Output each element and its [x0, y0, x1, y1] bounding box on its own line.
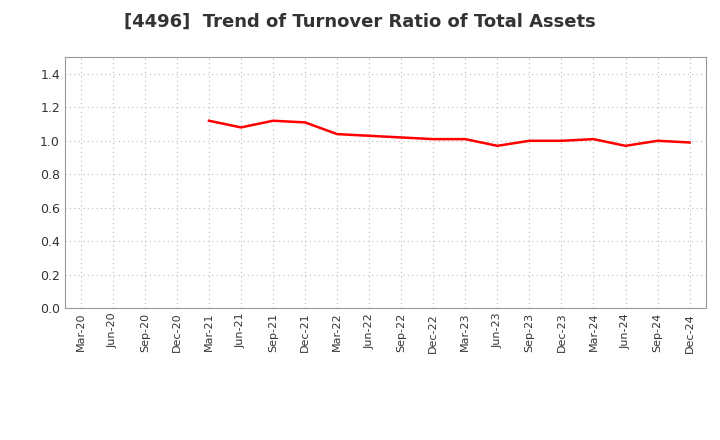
Text: [4496]  Trend of Turnover Ratio of Total Assets: [4496] Trend of Turnover Ratio of Total … — [124, 13, 596, 31]
